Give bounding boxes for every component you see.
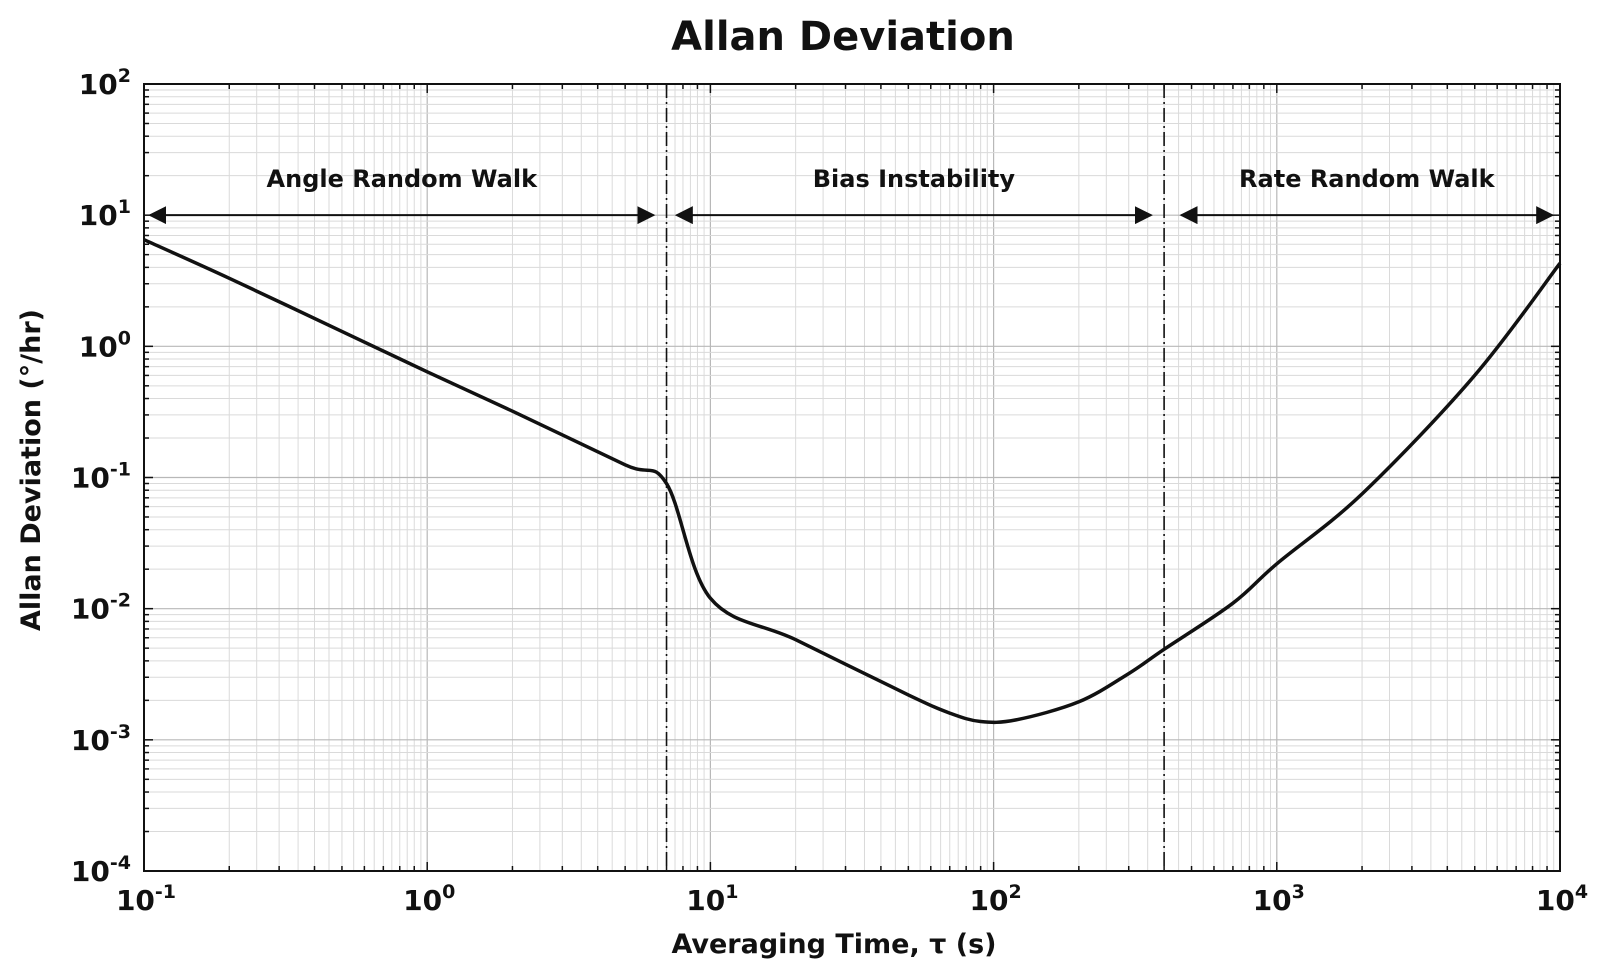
x-tick-label: 104 [1536,881,1588,917]
grid [143,84,1560,872]
x-axis-label: Averaging Time, τ (s) [671,929,996,960]
x-tick-labels: 10-1 100 101 102 103 104 [116,881,1588,917]
region-label: Angle Random Walk [267,165,539,193]
series-layer [143,238,1562,725]
y-tick-label: 10-2 [71,590,131,626]
x-tick-label: 102 [969,881,1021,917]
x-tick-label: 10-1 [116,881,176,917]
y-tick-label: 102 [79,65,131,101]
x-tick-label: 100 [403,881,455,917]
plot-frame [143,83,1561,872]
y-tick-labels: 10-4 10-3 10-2 10-1 100 101 102 [71,65,131,888]
chart-title: Allan Deviation [671,14,1015,60]
region-label: Bias Instability [813,165,1016,193]
y-tick-label: 10-1 [71,459,131,495]
y-tick-label: 10-3 [71,721,131,757]
x-tick-label: 103 [1253,881,1305,917]
y-tick-label: 100 [79,327,131,363]
allan-deviation-curve [143,238,1562,725]
region-label: Rate Random Walk [1239,165,1496,193]
y-tick-label: 10-4 [71,852,131,888]
y-tick-label: 101 [79,196,131,232]
y-axis-label: Allan Deviation (°/hr) [16,309,47,631]
region-annotations: Angle Random Walk Bias Instability Rate Ra… [148,84,1555,871]
x-tick-label: 101 [686,881,738,917]
